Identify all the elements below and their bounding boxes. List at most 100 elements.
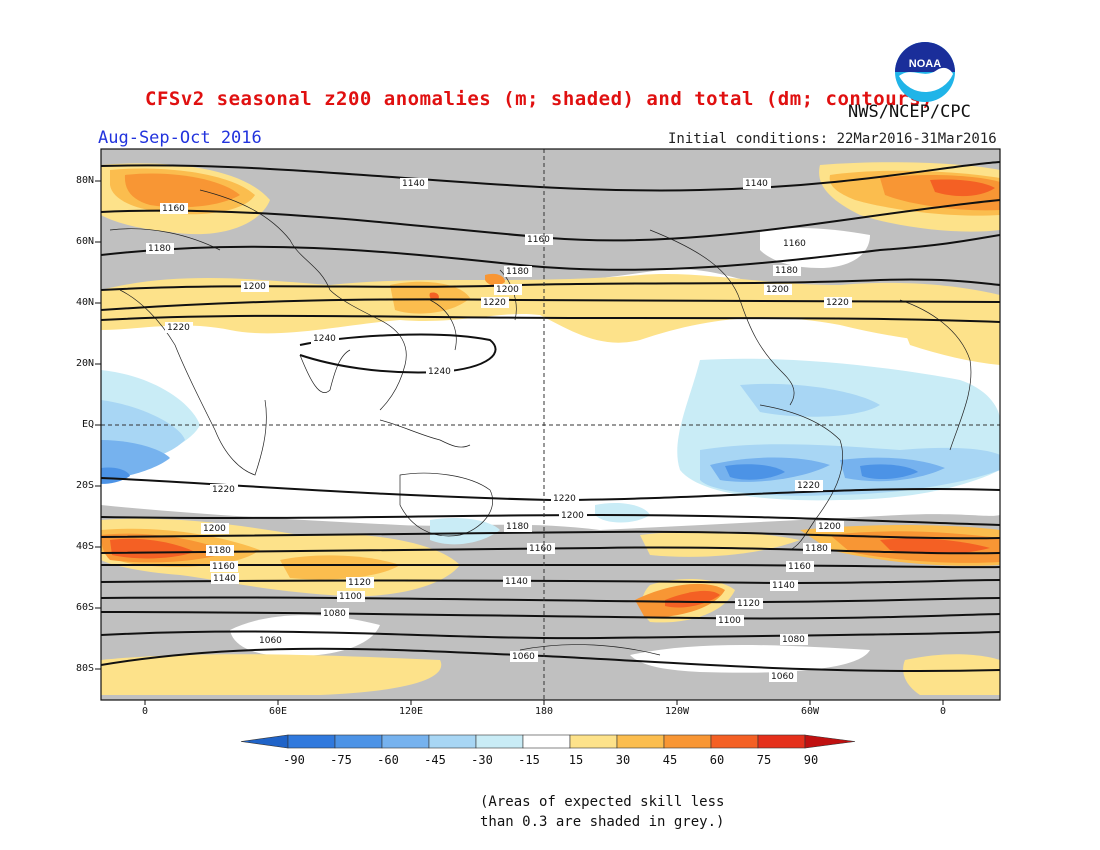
contour-labels: 1140 1140 1160 1160 1160 1180 1180 1180 … (146, 178, 852, 682)
svg-text:1140: 1140 (505, 577, 528, 587)
svg-text:1120: 1120 (737, 599, 760, 609)
svg-text:1160: 1160 (783, 239, 806, 249)
svg-text:1140: 1140 (213, 574, 236, 584)
svg-text:1220: 1220 (797, 481, 820, 491)
svg-text:1140: 1140 (772, 581, 795, 591)
contour-label-1220: 1220 (481, 297, 509, 308)
contour-label-1180: 1180 (504, 266, 532, 277)
contour-label-1160: 1160 (527, 543, 555, 554)
lat-label-60n: 60N (75, 236, 94, 247)
colorbar-label: -15 (518, 753, 540, 767)
contour-label-1220: 1220 (795, 480, 823, 491)
colorbar-swatch (616, 734, 665, 749)
svg-text:1080: 1080 (782, 635, 805, 645)
svg-text:1200: 1200 (243, 282, 266, 292)
colorbar-label: 30 (615, 753, 631, 767)
svg-text:1060: 1060 (771, 672, 794, 682)
colorbar-label: 60 (709, 753, 725, 767)
contour-label-1160: 1160 (210, 561, 238, 572)
lat-label-eq: EQ (81, 419, 94, 430)
lon-label-180: 180 (534, 706, 554, 717)
contour-label-1220: 1220 (165, 322, 193, 333)
svg-text:1160: 1160 (529, 544, 552, 554)
svg-text:1100: 1100 (339, 592, 362, 602)
contour-label-1140: 1140 (743, 178, 771, 189)
svg-text:1220: 1220 (167, 323, 190, 333)
lon-label-60e: 60E (268, 706, 288, 717)
colorbar-label: 45 (662, 753, 678, 767)
svg-text:1200: 1200 (496, 285, 519, 295)
svg-text:1180: 1180 (506, 522, 529, 532)
colorbar-swatch (757, 734, 806, 749)
colorbar-swatch (522, 734, 571, 749)
svg-text:1220: 1220 (826, 298, 849, 308)
contour-label-1180: 1180 (206, 545, 234, 556)
colorbar-label: -30 (471, 753, 493, 767)
colorbar-label: 90 (803, 753, 819, 767)
contour-label-1160: 1160 (525, 234, 553, 245)
skill-note-line2: than 0.3 are shaded in grey.) (480, 814, 725, 830)
colorbar-swatch (428, 734, 477, 749)
svg-text:1180: 1180 (805, 544, 828, 554)
contour-label-1240: 1240 (426, 366, 454, 377)
noaa-logo: NOAA (893, 40, 957, 108)
contour-label-1200: 1200 (241, 281, 269, 292)
contour-label-1060: 1060 (257, 635, 285, 646)
colorbar-swatch (381, 734, 430, 749)
lat-label-40n: 40N (75, 297, 94, 308)
colorbar-swatch (475, 734, 524, 749)
contour-label-1180: 1180 (146, 243, 174, 254)
noaa-logo-text: NOAA (909, 58, 941, 70)
svg-text:1180: 1180 (148, 244, 171, 254)
skill-note: (Areas of expected skill less than 0.3 a… (480, 792, 724, 832)
contour-label-1140: 1140 (770, 580, 798, 591)
svg-text:1140: 1140 (745, 179, 768, 189)
svg-text:1100: 1100 (718, 616, 741, 626)
contour-label-1160: 1160 (781, 238, 809, 249)
svg-text:1200: 1200 (766, 285, 789, 295)
colorbar-arrow-high (804, 734, 856, 749)
contour-label-1200: 1200 (816, 521, 844, 532)
axis-ticks (95, 180, 944, 705)
season-label: Aug-Sep-Oct 2016 (98, 128, 262, 148)
contour-label-1100: 1100 (337, 591, 365, 602)
lat-label-80n: 80N (75, 175, 94, 186)
lon-label-60w: 60W (800, 706, 820, 717)
lat-label-20s: 20S (75, 480, 94, 491)
svg-text:1160: 1160 (162, 204, 185, 214)
contour-label-1200: 1200 (494, 284, 522, 295)
svg-text:1160: 1160 (527, 235, 550, 245)
coastlines (109, 189, 972, 656)
colorbar-label: -45 (424, 753, 446, 767)
colorbar-swatch (334, 734, 383, 749)
colorbar-label: -90 (283, 753, 305, 767)
contour-label-1060: 1060 (769, 671, 797, 682)
colorbar-arrow-low (240, 734, 289, 749)
contour-label-1120: 1120 (346, 577, 374, 588)
svg-text:1220: 1220 (483, 298, 506, 308)
lon-label-120w: 120W (664, 706, 690, 717)
lon-label-0-east: 0 (939, 706, 947, 717)
contour-label-1180: 1180 (773, 265, 801, 276)
contour-label-1120: 1120 (735, 598, 763, 609)
contour-label-1080: 1080 (321, 608, 349, 619)
initial-conditions: Initial conditions: 22Mar2016-31Mar2016 (668, 131, 997, 147)
contour-label-1060: 1060 (510, 651, 538, 662)
map-title: CFSv2 seasonal z200 anomalies (m; shaded… (145, 88, 933, 110)
svg-text:1180: 1180 (506, 267, 529, 277)
svg-text:1160: 1160 (212, 562, 235, 572)
contour-label-1140: 1140 (400, 178, 428, 189)
svg-text:1200: 1200 (818, 522, 841, 532)
colorbar-label: -60 (377, 753, 399, 767)
skill-note-line1: (Areas of expected skill less (480, 794, 725, 810)
contour-label-1080: 1080 (780, 634, 808, 645)
contour-label-1200: 1200 (201, 523, 229, 534)
contour-label-1200: 1200 (764, 284, 792, 295)
colorbar-swatches (240, 734, 856, 749)
colorbar-label: 75 (756, 753, 772, 767)
colorbar-swatch (287, 734, 336, 749)
lon-label-0: 0 (141, 706, 149, 717)
colorbar-swatch (710, 734, 759, 749)
